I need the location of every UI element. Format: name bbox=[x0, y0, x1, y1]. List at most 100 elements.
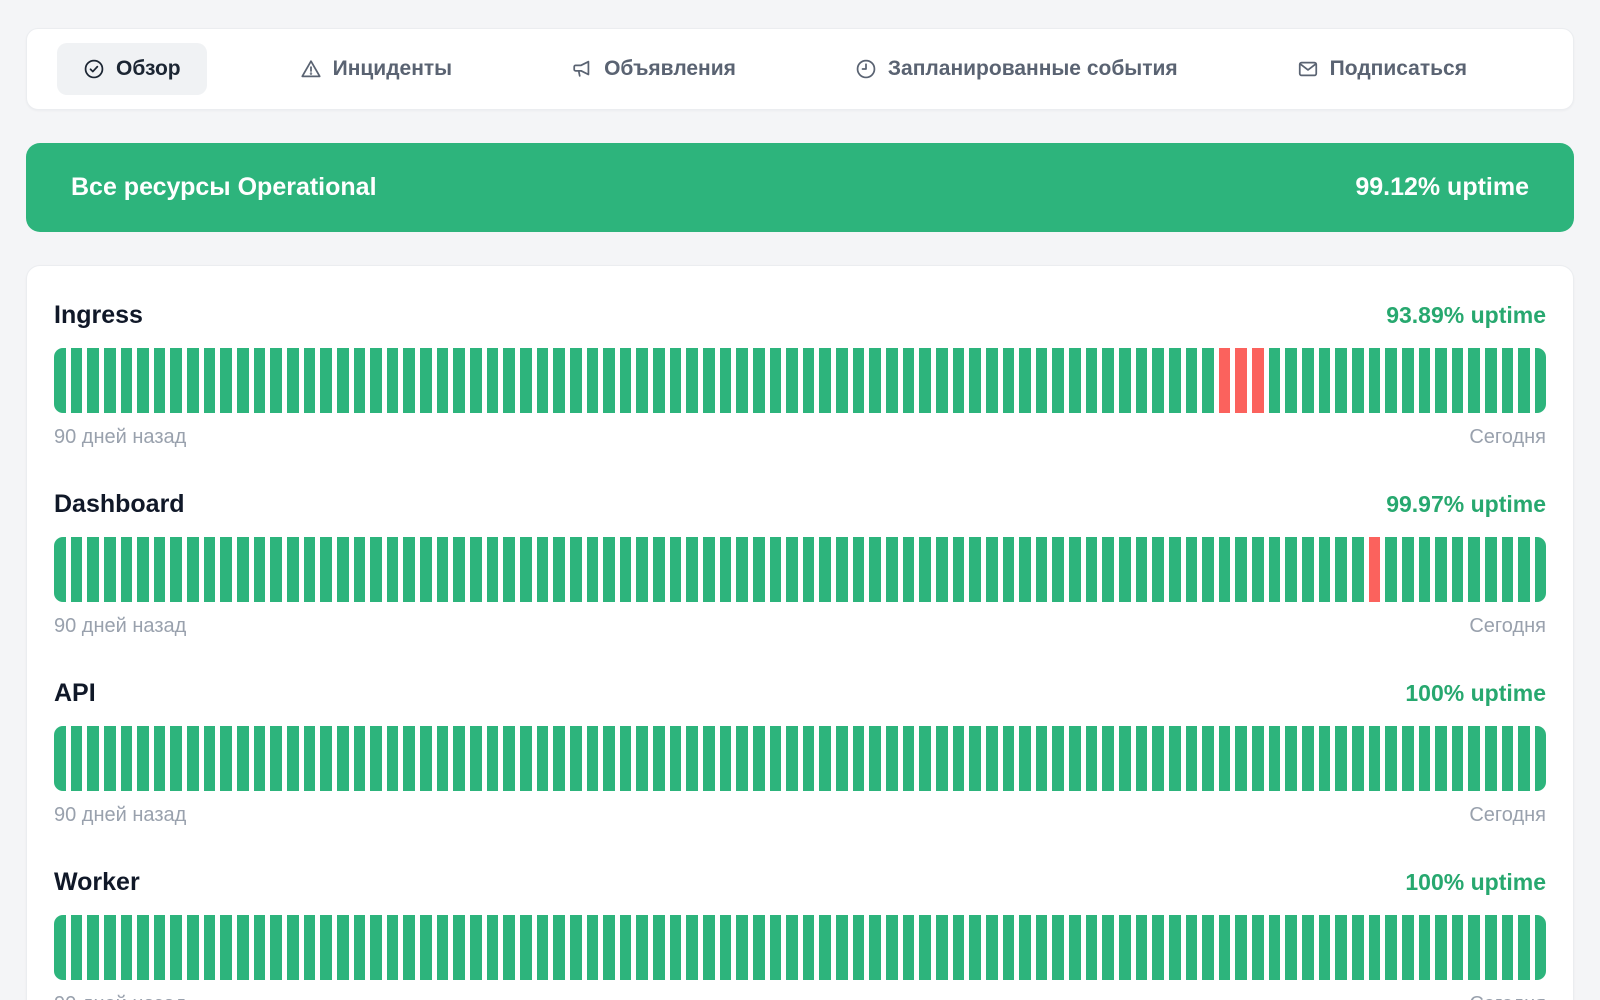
uptime-bar-day-up[interactable] bbox=[802, 726, 815, 791]
uptime-bar-day-up[interactable] bbox=[1035, 726, 1048, 791]
uptime-bar-day-up[interactable] bbox=[1468, 915, 1481, 980]
uptime-bar-day-up[interactable] bbox=[1168, 726, 1181, 791]
uptime-bar-day-up[interactable] bbox=[120, 726, 133, 791]
uptime-bar-day-up[interactable] bbox=[752, 726, 765, 791]
uptime-bar-day-up[interactable] bbox=[819, 348, 832, 413]
uptime-bar-day-up[interactable] bbox=[985, 915, 998, 980]
uptime-bar-day-up[interactable] bbox=[1119, 915, 1131, 980]
uptime-bar-day-up[interactable] bbox=[320, 915, 332, 980]
uptime-bar-day-up[interactable] bbox=[286, 915, 299, 980]
uptime-bar-day-up[interactable] bbox=[336, 726, 349, 791]
uptime-bar-day-up[interactable] bbox=[420, 915, 432, 980]
uptime-bar-day-up[interactable] bbox=[270, 348, 282, 413]
uptime-bar-day-up[interactable] bbox=[1418, 537, 1431, 602]
uptime-bar-day-up[interactable] bbox=[386, 726, 399, 791]
uptime-bar-day-up[interactable] bbox=[1518, 537, 1531, 602]
uptime-bar-day-up[interactable] bbox=[1302, 348, 1314, 413]
uptime-bar-day-up[interactable] bbox=[935, 726, 948, 791]
uptime-bar-day-up[interactable] bbox=[1535, 348, 1546, 413]
uptime-bar-day-up[interactable] bbox=[786, 348, 798, 413]
uptime-bar-day-up[interactable] bbox=[819, 915, 832, 980]
uptime-bar-day-up[interactable] bbox=[719, 348, 732, 413]
uptime-bar-day-up[interactable] bbox=[1069, 348, 1081, 413]
uptime-bar-day-up[interactable] bbox=[869, 726, 882, 791]
uptime-bar-day-up[interactable] bbox=[253, 537, 266, 602]
uptime-bar-day-up[interactable] bbox=[985, 348, 998, 413]
uptime-bar-day-up[interactable] bbox=[985, 726, 998, 791]
uptime-bar-day-up[interactable] bbox=[70, 915, 83, 980]
uptime-bar-day-up[interactable] bbox=[902, 915, 915, 980]
uptime-bar-day-up[interactable] bbox=[353, 915, 366, 980]
uptime-bar-day-up[interactable] bbox=[1485, 348, 1497, 413]
uptime-bar-day-up[interactable] bbox=[470, 726, 482, 791]
uptime-bar-day-up[interactable] bbox=[1351, 915, 1364, 980]
uptime-bar-day-up[interactable] bbox=[1318, 537, 1331, 602]
uptime-bar-day-up[interactable] bbox=[420, 726, 432, 791]
uptime-bar-day-up[interactable] bbox=[353, 726, 366, 791]
uptime-bar-day-up[interactable] bbox=[1035, 537, 1048, 602]
uptime-bar-day-up[interactable] bbox=[486, 348, 499, 413]
uptime-bar-day-up[interactable] bbox=[403, 348, 416, 413]
uptime-bar-day-up[interactable] bbox=[1002, 348, 1015, 413]
uptime-bar-day-up[interactable] bbox=[1501, 915, 1514, 980]
uptime-bar-day-up[interactable] bbox=[1401, 915, 1414, 980]
uptime-bar-day-up[interactable] bbox=[702, 348, 715, 413]
uptime-bar-day-up[interactable] bbox=[653, 537, 665, 602]
uptime-bar-day-up[interactable] bbox=[1368, 348, 1381, 413]
uptime-bar-day-up[interactable] bbox=[836, 915, 848, 980]
uptime-bar-day-up[interactable] bbox=[1418, 348, 1431, 413]
uptime-bar-day-up[interactable] bbox=[802, 537, 815, 602]
uptime-bar-day-up[interactable] bbox=[153, 726, 166, 791]
uptime-bar-day-up[interactable] bbox=[453, 348, 466, 413]
uptime-bar-day-up[interactable] bbox=[736, 537, 748, 602]
uptime-bar-day-up[interactable] bbox=[1451, 915, 1464, 980]
uptime-bar-day-up[interactable] bbox=[187, 537, 199, 602]
uptime-bar-day-up[interactable] bbox=[103, 915, 116, 980]
uptime-bar-day-up[interactable] bbox=[1451, 726, 1464, 791]
uptime-bar-day-up[interactable] bbox=[87, 348, 99, 413]
uptime-bar-day-up[interactable] bbox=[353, 348, 366, 413]
uptime-bar-day-up[interactable] bbox=[519, 915, 532, 980]
uptime-bar-day-up[interactable] bbox=[1435, 915, 1447, 980]
uptime-bar-day-up[interactable] bbox=[87, 726, 99, 791]
uptime-bar-day-up[interactable] bbox=[619, 537, 632, 602]
uptime-bar-day-up[interactable] bbox=[619, 915, 632, 980]
uptime-bar-day-up[interactable] bbox=[1085, 348, 1098, 413]
uptime-bar-day-up[interactable] bbox=[1052, 915, 1065, 980]
uptime-bar-day-up[interactable] bbox=[852, 537, 865, 602]
uptime-bar-day-up[interactable] bbox=[653, 915, 665, 980]
uptime-bar-day-up[interactable] bbox=[1268, 348, 1281, 413]
uptime-bar-day-up[interactable] bbox=[769, 915, 782, 980]
uptime-bar-day-up[interactable] bbox=[802, 348, 815, 413]
uptime-bar-day-down[interactable] bbox=[1252, 348, 1264, 413]
uptime-bar-day-up[interactable] bbox=[719, 726, 732, 791]
uptime-bar-day-up[interactable] bbox=[719, 537, 732, 602]
uptime-bar-day-up[interactable] bbox=[952, 348, 965, 413]
uptime-bar-day-up[interactable] bbox=[1318, 348, 1331, 413]
uptime-bar-day-up[interactable] bbox=[1285, 537, 1298, 602]
uptime-bar-day-up[interactable] bbox=[503, 915, 515, 980]
uptime-bar-day-up[interactable] bbox=[170, 726, 183, 791]
uptime-bar-day-up[interactable] bbox=[1302, 537, 1314, 602]
uptime-bar-day-up[interactable] bbox=[569, 726, 582, 791]
uptime-bar-day-up[interactable] bbox=[586, 915, 599, 980]
uptime-bar-day-up[interactable] bbox=[586, 348, 599, 413]
uptime-bar-day-up[interactable] bbox=[436, 915, 449, 980]
uptime-bar-day-up[interactable] bbox=[603, 726, 615, 791]
uptime-bar-day-up[interactable] bbox=[1501, 537, 1514, 602]
uptime-bar-day-up[interactable] bbox=[303, 348, 316, 413]
uptime-bar-day-up[interactable] bbox=[187, 348, 199, 413]
uptime-bar-day-up[interactable] bbox=[1168, 915, 1181, 980]
uptime-bar-day-up[interactable] bbox=[286, 537, 299, 602]
uptime-bar-day-up[interactable] bbox=[786, 915, 798, 980]
uptime-bar-day-up[interactable] bbox=[1351, 726, 1364, 791]
uptime-bar-day-up[interactable] bbox=[1501, 726, 1514, 791]
uptime-bar-day-up[interactable] bbox=[1518, 726, 1531, 791]
uptime-bar-day-up[interactable] bbox=[886, 537, 898, 602]
tab-subscribe[interactable]: Подписаться bbox=[1271, 43, 1493, 95]
uptime-bar-day-up[interactable] bbox=[902, 348, 915, 413]
uptime-bar-day-down[interactable] bbox=[1218, 348, 1231, 413]
uptime-bar-day-up[interactable] bbox=[503, 348, 515, 413]
uptime-bar-day-up[interactable] bbox=[1102, 348, 1114, 413]
uptime-bar-day-up[interactable] bbox=[553, 537, 565, 602]
